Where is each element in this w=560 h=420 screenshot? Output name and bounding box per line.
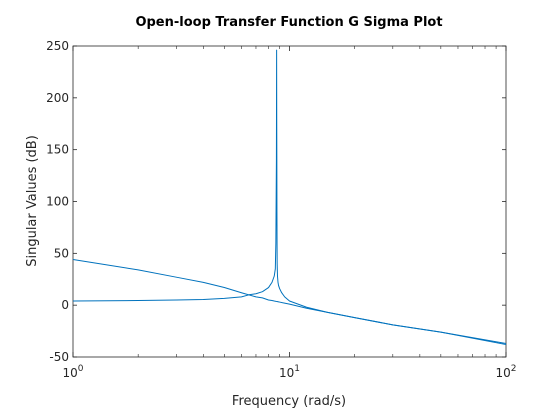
x-tick-base: 10 [279, 366, 294, 380]
y-tick-label: 150 [46, 143, 69, 157]
x-axis-label: Frequency (rad/s) [232, 394, 346, 409]
x-tick-label: 101 [279, 364, 300, 380]
y-tick-label: -50 [49, 350, 69, 364]
x-tick-base: 10 [62, 366, 77, 380]
x-tick-exponent: 2 [511, 364, 517, 374]
x-tick-exponent: 1 [294, 364, 300, 374]
x-tick-label: 102 [495, 364, 516, 380]
x-tick-exponent: 0 [78, 364, 84, 374]
y-tick-label: 50 [54, 246, 69, 260]
x-tick-label: 100 [62, 364, 83, 380]
plot-area [72, 45, 507, 358]
axes-box [72, 45, 507, 358]
x-tick-base: 10 [495, 366, 510, 380]
y-axis-label: Singular Values (dB) [25, 135, 40, 267]
y-tick-label: 0 [61, 298, 69, 312]
y-tick-label: 100 [46, 195, 69, 209]
y-tick-label: 200 [46, 91, 69, 105]
series-lines [72, 49, 507, 346]
chart-title: Open-loop Transfer Function G Sigma Plot [135, 15, 442, 30]
y-tick-label: 250 [46, 39, 69, 53]
series-line-2 [72, 49, 507, 346]
